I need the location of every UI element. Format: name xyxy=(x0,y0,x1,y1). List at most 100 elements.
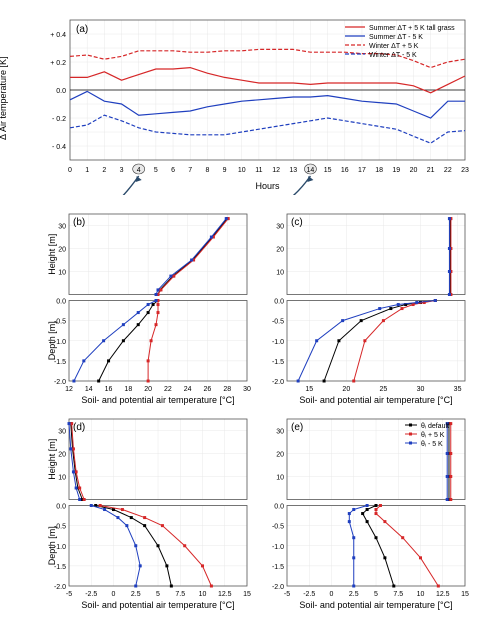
panel-a-svg: + 0.4+ 0.20.0- 0.2- 0.401234567891011121… xyxy=(45,10,475,195)
svg-text:-5: -5 xyxy=(66,591,72,598)
svg-text:24: 24 xyxy=(184,386,192,393)
svg-text:3: 3 xyxy=(120,167,124,174)
svg-text:15: 15 xyxy=(243,591,251,598)
svg-text:Winter ΔT - 5 K: Winter ΔT - 5 K xyxy=(369,52,417,59)
svg-text:10: 10 xyxy=(58,270,66,277)
svg-text:11: 11 xyxy=(255,167,262,174)
svg-text:Depth [m]: Depth [m] xyxy=(47,321,57,360)
svg-text:(e): (e) xyxy=(291,422,303,433)
svg-text:12: 12 xyxy=(65,386,73,393)
svg-text:0: 0 xyxy=(112,591,116,598)
svg-text:20: 20 xyxy=(410,167,418,174)
svg-text:10: 10 xyxy=(238,167,246,174)
svg-text:-0.5: -0.5 xyxy=(272,524,284,531)
svg-text:θᵢ + 5 K: θᵢ + 5 K xyxy=(421,432,445,439)
svg-text:0.0: 0.0 xyxy=(56,88,66,95)
svg-text:-2.0: -2.0 xyxy=(272,379,284,386)
panel-c: 1020300.0-0.5-1.0-1.5-2.01520253035Soil-… xyxy=(263,210,475,409)
svg-text:5: 5 xyxy=(154,167,158,174)
svg-text:20: 20 xyxy=(144,386,152,393)
svg-text:-2.5: -2.5 xyxy=(303,591,315,598)
svg-text:(a): (a) xyxy=(76,24,88,35)
svg-text:Soil- and potential air temper: Soil- and potential air temperature [°C] xyxy=(81,600,234,610)
svg-text:-1.5: -1.5 xyxy=(272,359,284,366)
panel-d-svg: 1020300.0-0.5-1.0-1.5-2.0-5-2.502.557.51… xyxy=(45,415,253,610)
svg-text:25: 25 xyxy=(380,386,388,393)
panel-e-svg: 1020300.0-0.5-1.0-1.5-2.0-5-2.502.557.51… xyxy=(263,415,471,610)
svg-text:- 0.2: - 0.2 xyxy=(52,116,66,123)
svg-text:7: 7 xyxy=(188,167,192,174)
svg-text:30: 30 xyxy=(276,429,284,436)
svg-text:18: 18 xyxy=(124,386,132,393)
panel-e: 1020300.0-0.5-1.0-1.5-2.0-5-2.502.557.51… xyxy=(263,415,475,614)
svg-text:18: 18 xyxy=(375,167,383,174)
svg-text:Soil- and potential air temper: Soil- and potential air temperature [°C] xyxy=(299,395,452,405)
svg-text:15: 15 xyxy=(305,386,313,393)
svg-text:θᵢ default: θᵢ default xyxy=(421,423,449,430)
panel-d: 1020300.0-0.5-1.0-1.5-2.0-5-2.502.557.51… xyxy=(45,415,257,614)
svg-text:20: 20 xyxy=(276,247,284,254)
svg-text:17: 17 xyxy=(358,167,366,174)
svg-text:20: 20 xyxy=(58,247,66,254)
svg-text:-2.0: -2.0 xyxy=(272,584,284,591)
svg-text:-2.5: -2.5 xyxy=(85,591,97,598)
svg-text:30: 30 xyxy=(417,386,425,393)
svg-text:0: 0 xyxy=(68,167,72,174)
svg-text:30: 30 xyxy=(58,429,66,436)
svg-text:-1.5: -1.5 xyxy=(272,564,284,571)
svg-text:Winter ΔT + 5 K: Winter ΔT + 5 K xyxy=(369,43,419,50)
svg-text:Soil- and potential air temper: Soil- and potential air temperature [°C] xyxy=(299,600,452,610)
svg-text:Hours: Hours xyxy=(255,181,280,191)
svg-text:-2.0: -2.0 xyxy=(54,379,66,386)
svg-text:(b): (b) xyxy=(73,217,85,228)
svg-text:-2.0: -2.0 xyxy=(54,584,66,591)
svg-text:7.5: 7.5 xyxy=(393,591,403,598)
svg-text:+ 0.2: + 0.2 xyxy=(50,60,66,67)
svg-text:35: 35 xyxy=(454,386,462,393)
svg-text:15: 15 xyxy=(324,167,332,174)
svg-text:Height [m]: Height [m] xyxy=(47,234,57,275)
svg-text:10: 10 xyxy=(276,475,284,482)
svg-text:15: 15 xyxy=(461,591,469,598)
panel-b-svg: 1020300.0-0.5-1.0-1.5-2.0121416182022242… xyxy=(45,210,253,405)
svg-text:20: 20 xyxy=(276,452,284,459)
panel-a: + 0.4+ 0.20.0- 0.2- 0.401234567891011121… xyxy=(0,0,500,210)
svg-text:-1.0: -1.0 xyxy=(272,544,284,551)
svg-text:14: 14 xyxy=(307,167,315,174)
svg-text:12.5: 12.5 xyxy=(218,591,232,598)
svg-text:20: 20 xyxy=(58,452,66,459)
svg-text:10: 10 xyxy=(199,591,207,598)
svg-text:30: 30 xyxy=(276,224,284,231)
panel-b: 1020300.0-0.5-1.0-1.5-2.0121416182022242… xyxy=(45,210,257,409)
svg-text:7.5: 7.5 xyxy=(175,591,185,598)
svg-text:Summer ΔT + 5 K tall grass: Summer ΔT + 5 K tall grass xyxy=(369,25,455,32)
svg-text:Depth [m]: Depth [m] xyxy=(47,526,57,565)
svg-text:2.5: 2.5 xyxy=(131,591,141,598)
svg-text:0.0: 0.0 xyxy=(56,299,66,306)
svg-text:28: 28 xyxy=(223,386,231,393)
svg-text:- 0.4: - 0.4 xyxy=(52,144,66,151)
svg-text:19: 19 xyxy=(392,167,400,174)
svg-text:-5: -5 xyxy=(284,591,290,598)
svg-text:Summer ΔT - 5 K: Summer ΔT - 5 K xyxy=(369,34,423,41)
svg-text:0.0: 0.0 xyxy=(56,504,66,511)
svg-text:30: 30 xyxy=(58,224,66,231)
svg-text:10: 10 xyxy=(276,270,284,277)
svg-text:5: 5 xyxy=(374,591,378,598)
panel-c-svg: 1020300.0-0.5-1.0-1.5-2.01520253035Soil-… xyxy=(263,210,471,405)
svg-text:(d): (d) xyxy=(73,422,85,433)
svg-text:30: 30 xyxy=(243,386,251,393)
svg-text:26: 26 xyxy=(204,386,212,393)
svg-text:16: 16 xyxy=(341,167,349,174)
svg-text:2: 2 xyxy=(102,167,106,174)
svg-text:-0.5: -0.5 xyxy=(272,319,284,326)
svg-text:0.0: 0.0 xyxy=(274,504,284,511)
svg-text:5: 5 xyxy=(156,591,160,598)
bottom-grid: Summer Winter 1020300.0-0.5-1.0-1.5-2.01… xyxy=(0,210,500,624)
svg-text:8: 8 xyxy=(205,167,209,174)
svg-text:23: 23 xyxy=(461,167,469,174)
svg-text:10: 10 xyxy=(58,475,66,482)
svg-text:Soil- and potential air temper: Soil- and potential air temperature [°C] xyxy=(81,395,234,405)
svg-text:6: 6 xyxy=(171,167,175,174)
svg-text:20: 20 xyxy=(342,386,350,393)
